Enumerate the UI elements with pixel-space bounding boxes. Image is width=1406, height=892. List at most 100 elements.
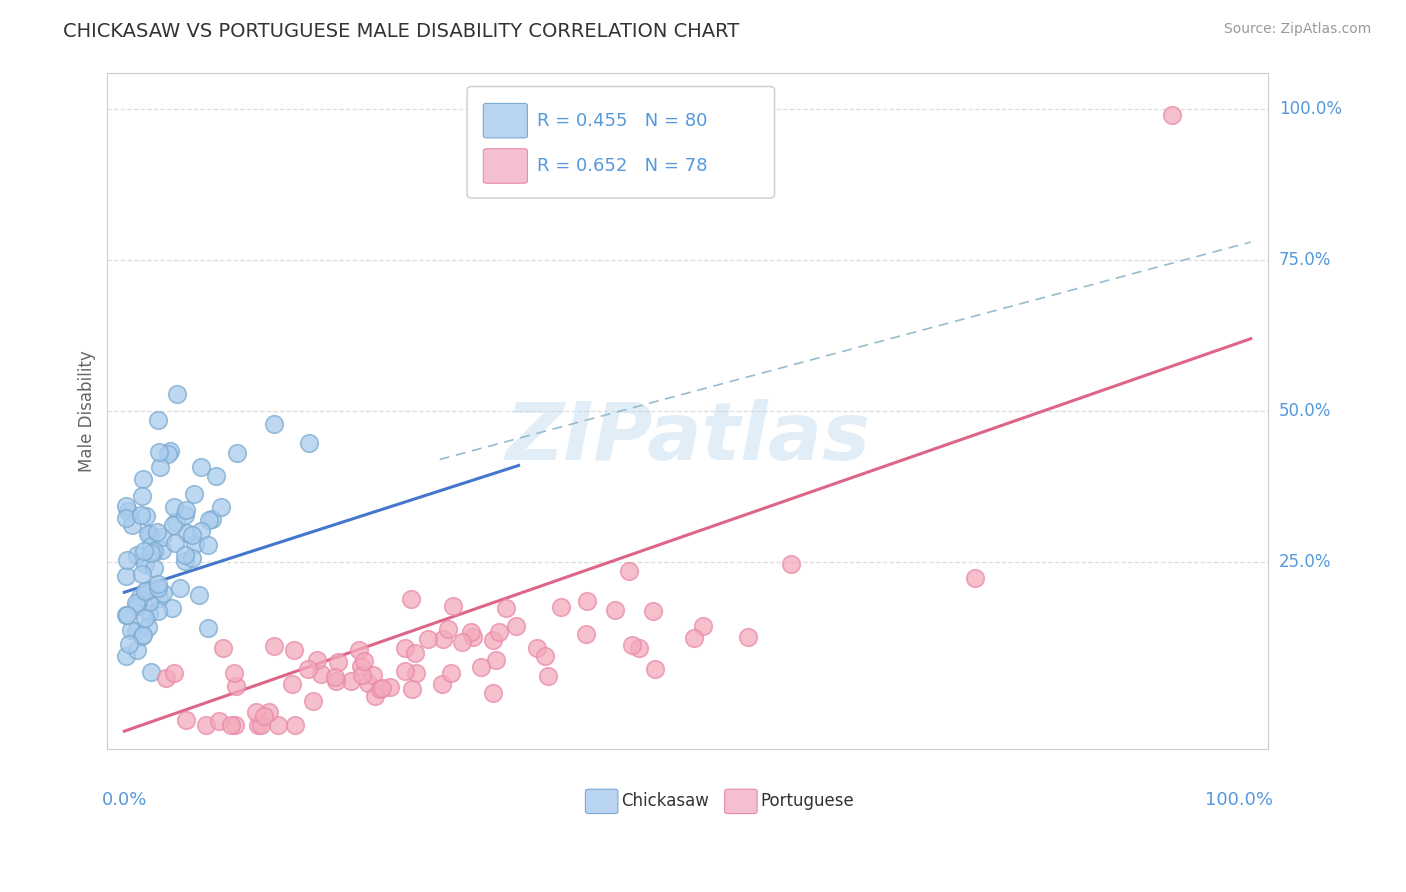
Point (115, 510, 138, 524)
Point (246, 718, 269, 732)
Point (309, 667, 332, 681)
Point (534, 648, 557, 663)
Point (131, 472, 153, 486)
Point (482, 686, 505, 700)
Point (163, 665, 186, 680)
Point (643, 604, 665, 618)
Point (141, 665, 163, 679)
Point (378, 681, 401, 695)
Point (197, 538, 219, 552)
Point (165, 536, 187, 550)
Point (152, 586, 174, 600)
Point (401, 681, 423, 696)
Point (174, 549, 197, 563)
Point (323, 670, 346, 684)
Point (737, 630, 759, 644)
Text: CHICKASAW VS PORTUGUESE MALE DISABILITY CORRELATION CHART: CHICKASAW VS PORTUGUESE MALE DISABILITY … (63, 22, 740, 41)
Point (963, 571, 986, 585)
Text: Portuguese: Portuguese (761, 792, 855, 811)
Point (146, 577, 169, 591)
Point (621, 638, 644, 652)
Y-axis label: Male Disability: Male Disability (79, 351, 96, 472)
Text: R = 0.652   N = 78: R = 0.652 N = 78 (537, 157, 707, 176)
Point (148, 444, 170, 458)
Point (470, 660, 492, 674)
Point (134, 583, 156, 598)
Point (495, 600, 517, 615)
Point (174, 554, 197, 568)
Point (437, 622, 460, 636)
Point (174, 713, 197, 727)
Text: 25.0%: 25.0% (1279, 553, 1331, 571)
Point (141, 546, 163, 560)
Point (328, 655, 350, 669)
Point (131, 489, 153, 503)
Point (263, 417, 285, 431)
Point (307, 653, 329, 667)
Point (368, 681, 391, 696)
Point (128, 590, 150, 604)
Point (627, 640, 650, 655)
Text: 100.0%: 100.0% (1279, 100, 1341, 119)
Point (617, 564, 640, 578)
Point (603, 603, 626, 617)
Point (224, 718, 246, 732)
Point (297, 662, 319, 676)
Point (190, 460, 212, 475)
Point (207, 714, 229, 728)
Point (253, 708, 276, 723)
Point (550, 600, 572, 615)
Point (575, 626, 598, 640)
Point (173, 508, 195, 522)
FancyBboxPatch shape (484, 149, 527, 183)
Point (353, 654, 375, 668)
Point (155, 672, 177, 686)
Point (138, 595, 160, 609)
Point (181, 551, 204, 566)
Text: Source: ZipAtlas.com: Source: ZipAtlas.com (1223, 22, 1371, 37)
Point (125, 624, 148, 638)
Text: 50.0%: 50.0% (1279, 402, 1331, 420)
Text: 100.0%: 100.0% (1205, 791, 1274, 809)
Point (125, 599, 148, 613)
Point (364, 690, 387, 704)
Point (195, 718, 218, 732)
Point (181, 528, 204, 542)
Text: 0.0%: 0.0% (101, 791, 148, 809)
Point (148, 604, 170, 618)
Point (485, 653, 508, 667)
Point (129, 508, 152, 522)
Point (441, 599, 464, 613)
Point (131, 629, 153, 643)
Point (138, 527, 160, 541)
Point (350, 659, 373, 673)
Point (159, 443, 181, 458)
Point (224, 666, 246, 681)
Point (432, 632, 454, 646)
Point (460, 625, 482, 640)
Point (127, 548, 149, 562)
Point (142, 561, 165, 575)
Point (357, 676, 380, 690)
Point (250, 718, 273, 732)
Point (160, 601, 183, 615)
Point (482, 633, 505, 648)
Point (463, 630, 485, 644)
Point (430, 677, 453, 691)
Point (169, 581, 191, 595)
Point (204, 469, 226, 483)
Point (440, 666, 463, 681)
Point (404, 646, 426, 660)
Point (117, 552, 139, 566)
Point (157, 447, 180, 461)
Point (405, 665, 427, 680)
Point (200, 512, 222, 526)
Point (281, 676, 304, 690)
FancyBboxPatch shape (467, 87, 775, 198)
Point (683, 631, 706, 645)
Point (134, 611, 156, 625)
Point (394, 641, 416, 656)
Text: R = 0.455   N = 80: R = 0.455 N = 80 (537, 112, 707, 130)
Point (505, 618, 527, 632)
Point (488, 624, 510, 639)
